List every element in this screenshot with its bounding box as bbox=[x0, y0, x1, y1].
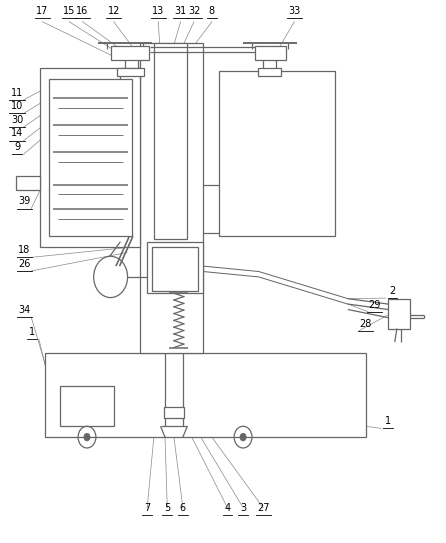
Text: 1: 1 bbox=[29, 327, 35, 337]
Bar bbox=[152, 247, 198, 291]
Bar bbox=[45, 353, 366, 437]
Text: 14: 14 bbox=[11, 129, 23, 138]
Text: 11: 11 bbox=[11, 88, 23, 98]
Text: 16: 16 bbox=[76, 7, 89, 16]
Bar bbox=[164, 407, 184, 418]
Text: 3: 3 bbox=[240, 503, 246, 513]
Text: 34: 34 bbox=[18, 305, 31, 315]
Text: 17: 17 bbox=[36, 7, 49, 16]
Text: 9: 9 bbox=[14, 142, 20, 152]
Bar bbox=[16, 176, 40, 190]
Text: 7: 7 bbox=[144, 503, 150, 513]
Text: 6: 6 bbox=[180, 503, 186, 513]
Text: 31: 31 bbox=[174, 7, 187, 16]
Circle shape bbox=[84, 433, 90, 441]
Text: 26: 26 bbox=[18, 259, 31, 269]
Bar bbox=[111, 46, 149, 60]
Text: 13: 13 bbox=[152, 7, 165, 16]
Text: 18: 18 bbox=[18, 245, 31, 255]
Text: 8: 8 bbox=[209, 7, 215, 16]
Bar bbox=[219, 71, 334, 236]
Text: 32: 32 bbox=[188, 7, 200, 16]
Bar bbox=[255, 46, 286, 60]
Bar bbox=[154, 43, 187, 239]
Text: 27: 27 bbox=[257, 503, 269, 513]
Text: 2: 2 bbox=[389, 286, 396, 296]
Bar bbox=[40, 68, 140, 247]
Text: 29: 29 bbox=[368, 300, 381, 310]
Bar bbox=[49, 79, 132, 236]
Text: 28: 28 bbox=[359, 319, 372, 329]
Text: 12: 12 bbox=[107, 7, 120, 16]
Bar bbox=[388, 299, 410, 329]
Text: 33: 33 bbox=[288, 7, 301, 16]
Text: 39: 39 bbox=[18, 197, 31, 206]
Text: 10: 10 bbox=[11, 102, 23, 111]
Text: 4: 4 bbox=[224, 503, 231, 513]
Bar bbox=[117, 68, 144, 76]
Bar bbox=[258, 68, 281, 76]
Text: 15: 15 bbox=[63, 7, 75, 16]
Bar bbox=[147, 242, 203, 293]
Bar bbox=[60, 386, 114, 426]
Text: 5: 5 bbox=[164, 503, 170, 513]
Text: 1: 1 bbox=[385, 416, 391, 426]
Bar bbox=[140, 43, 203, 353]
Circle shape bbox=[240, 433, 246, 441]
Text: 30: 30 bbox=[11, 115, 23, 125]
